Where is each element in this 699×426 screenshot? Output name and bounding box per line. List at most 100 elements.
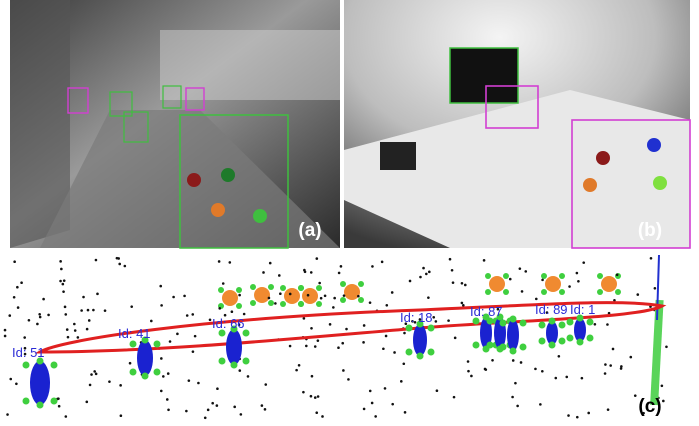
map-point [453,396,456,399]
map-point [59,260,62,263]
map-point [467,370,470,373]
map-point [4,335,7,338]
marker [187,173,201,187]
map-point [382,347,385,350]
map-point [310,271,313,274]
map-point [612,348,615,351]
ellipsoid-corner [539,322,546,329]
panel-label: (a) [298,220,321,241]
map-point [402,362,405,365]
map-point [64,313,67,316]
ellipsoid-corner [549,342,556,349]
map-point [57,397,60,400]
map-point [435,320,438,323]
map-point [357,295,360,298]
ellipsoid-corner [510,316,517,323]
ellipsoid-corner [549,318,556,325]
landmark-corner [298,285,304,291]
map-point [534,368,537,371]
map-point [541,370,544,373]
ellipsoid-corner [219,358,226,365]
marker [211,203,225,217]
map-point [307,294,310,297]
map-point [454,337,457,340]
map-point [620,365,623,368]
ellipsoid-corner [520,344,527,351]
map-point [403,332,406,335]
map-point [400,380,403,383]
ellipsoid-corner [587,319,594,326]
ellipsoid-corner [51,362,58,369]
landmark-corner [559,289,565,295]
map-point [535,298,538,301]
ellipsoid-corner [587,335,594,342]
map-point [662,400,665,403]
map-point [576,416,579,419]
map-point [449,258,452,261]
map-point [576,272,579,275]
map-point [183,295,186,298]
map-point [238,369,241,372]
map-point [464,284,467,287]
map-point [62,290,65,293]
ellipsoid-corner [487,342,494,349]
object-id: Id: 1 [570,302,595,317]
map-point [269,262,272,265]
map-point [191,313,194,316]
landmark-corner [597,289,603,295]
map-point [391,403,394,406]
map-point [516,405,519,408]
map-point [303,317,306,320]
map-point [604,372,607,375]
map-point [329,323,332,326]
map-point [207,409,210,412]
map-point [371,265,374,268]
map-point [606,323,609,326]
map-point [661,384,664,387]
map-point [90,373,93,376]
object [219,326,250,369]
map-point [594,323,597,326]
map-point [404,411,407,414]
map-point [345,328,348,331]
map-point [64,306,67,309]
landmark [601,276,617,292]
map-point [314,396,317,399]
map-point [188,379,191,382]
ellipsoid-corner [243,358,250,365]
ellipsoid-corner [231,362,238,369]
map-point [186,314,189,317]
map-point [321,415,324,418]
landmark-corner [250,300,256,306]
map-point [129,362,132,365]
map-point [310,327,313,330]
map-point [216,404,219,407]
map-point [185,410,188,413]
map-point [60,268,63,271]
map-point [229,261,232,264]
map-point [67,336,70,339]
ellipsoid [137,340,153,376]
map-point [362,341,365,344]
ellipsoid-corner [559,322,566,329]
map-point [268,297,271,300]
ellipsoid-corner [406,325,413,332]
map-point [167,408,170,411]
map-point [28,319,31,322]
map-point [317,339,320,342]
landmark [302,288,318,304]
map-point [432,316,435,319]
ellipsoid-corner [142,373,149,380]
ellipsoid-corner [500,344,507,351]
map-point [409,280,412,283]
map-point [436,389,439,392]
map-point [371,402,374,405]
landmark-corner [503,289,509,295]
map-point [218,307,221,310]
ellipsoid [226,329,242,365]
map-point [197,382,200,385]
landmark-corner [541,273,547,279]
map-point [73,323,76,326]
map-point [568,285,571,288]
panel-label: (c) [638,396,661,417]
